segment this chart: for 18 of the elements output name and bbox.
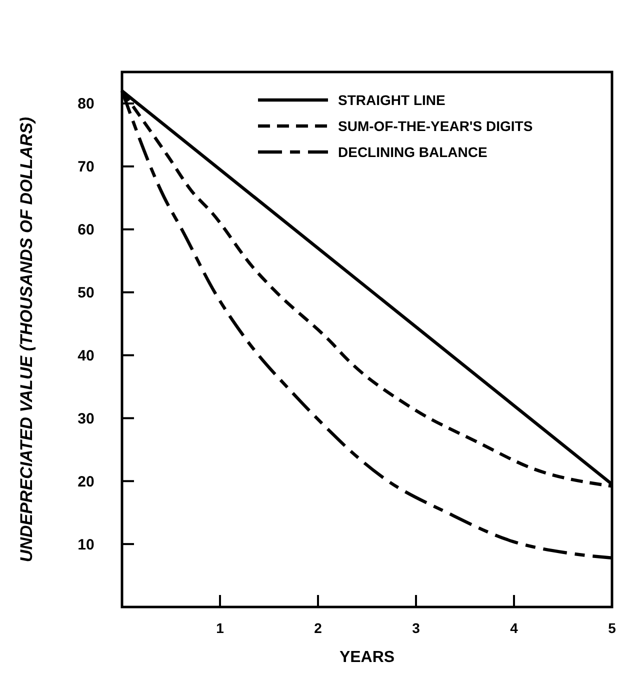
- legend-label: DECLINING BALANCE: [338, 144, 488, 160]
- x-tick-label: 5: [608, 620, 616, 636]
- y-tick-label: 40: [78, 347, 94, 364]
- y-tick-label: 10: [78, 536, 94, 554]
- x-tick-label: 1: [216, 620, 224, 636]
- legend-label: STRAIGHT LINE: [338, 92, 446, 108]
- y-tick-label: 70: [78, 158, 94, 176]
- x-axis-title: YEARS: [339, 649, 395, 666]
- y-tick-label: 60: [78, 222, 94, 239]
- y-tick-label: 50: [78, 284, 94, 302]
- x-tick-label: 3: [412, 620, 420, 636]
- y-tick-label: 30: [78, 410, 94, 428]
- legend-label: SUM-OF-THE-YEAR'S DIGITS: [338, 118, 533, 134]
- y-tick-label: 80: [78, 96, 94, 113]
- x-tick-label: 2: [314, 620, 322, 636]
- y-tick-label: 20: [78, 473, 94, 490]
- y-axis-title: UNDEPRECIATED VALUE (THOUSANDS OF DOLLARS): [17, 116, 36, 562]
- x-tick-label: 4: [510, 620, 518, 636]
